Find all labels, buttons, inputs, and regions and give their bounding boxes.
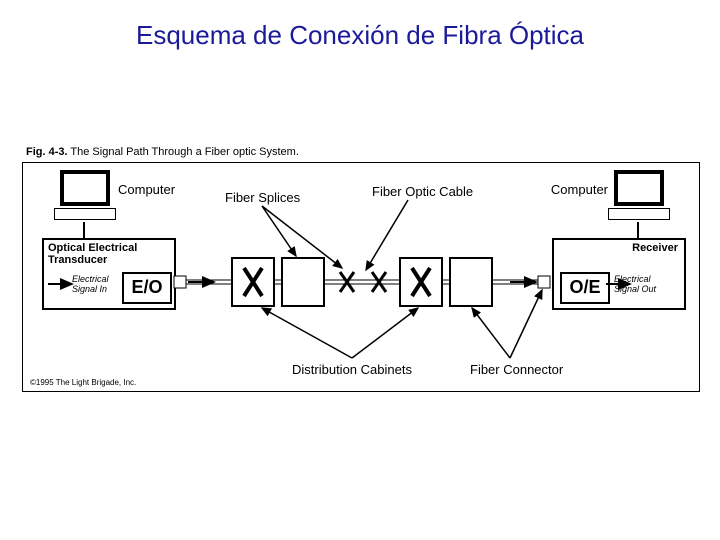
- callout-fiber-connector-2: [510, 290, 542, 358]
- callout-fiber-splices-1: [262, 206, 296, 256]
- callout-dist-cab-1: [262, 308, 352, 358]
- callout-dist-cab-2: [352, 308, 418, 358]
- splice-x-2: [340, 272, 354, 292]
- connector-right-stub: [510, 276, 550, 288]
- connector-left-stub: [174, 276, 214, 288]
- splice-x-3: [372, 272, 386, 292]
- callout-fiber-connector-1: [472, 308, 510, 358]
- diagram-svg: [0, 0, 720, 540]
